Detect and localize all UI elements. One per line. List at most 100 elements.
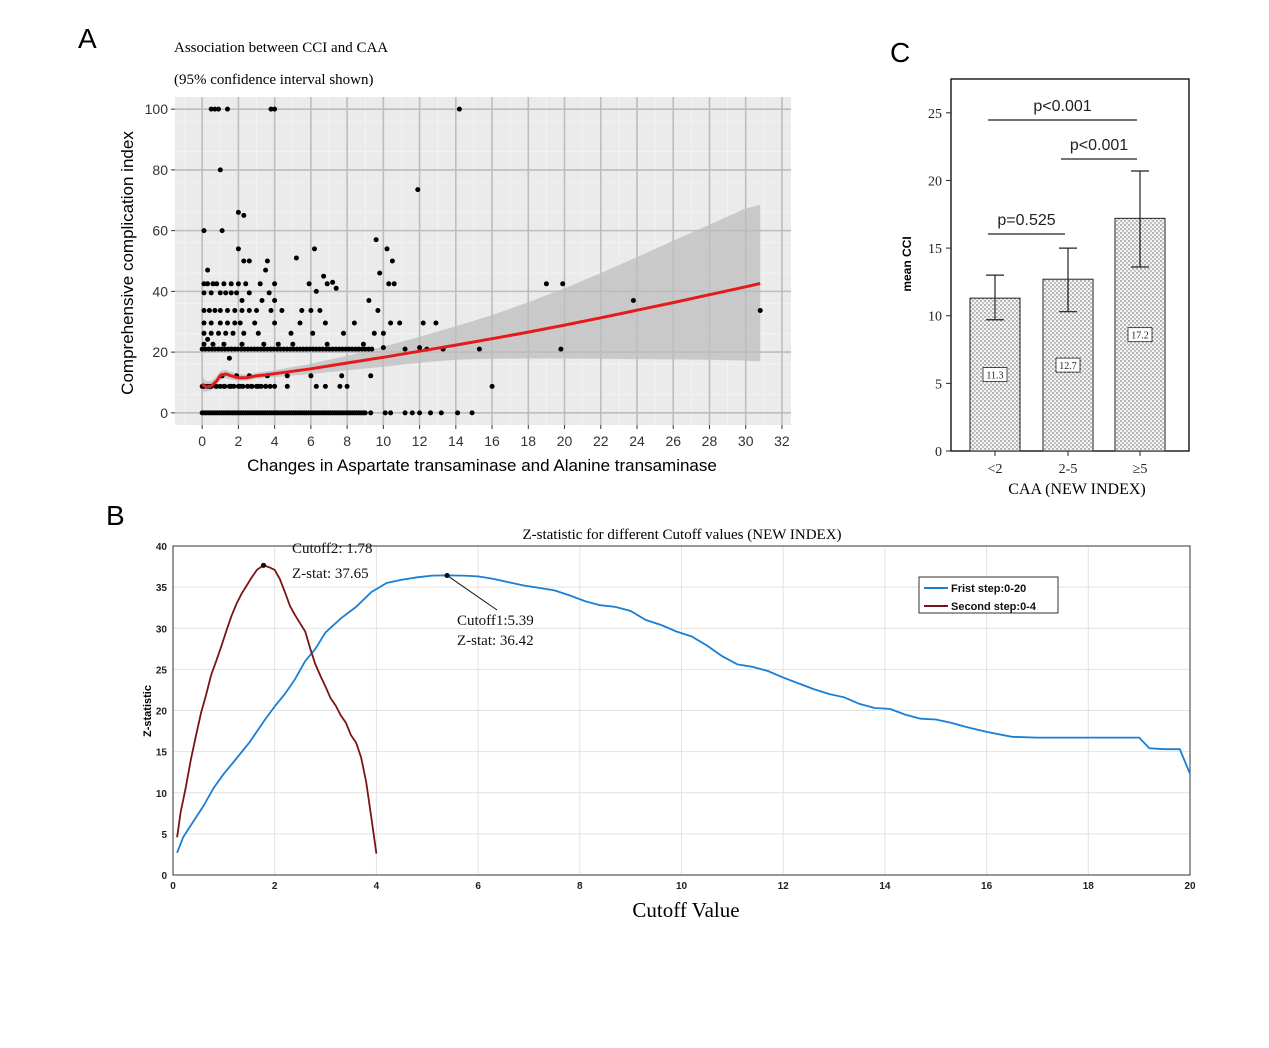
- panel-a-point: [246, 258, 252, 264]
- panel-a-point: [239, 298, 245, 303]
- panel-b-x-tick-label: 16: [981, 881, 993, 892]
- panel-a-point: [402, 410, 408, 416]
- panel-a-point: [259, 298, 265, 303]
- panel-a-point: [268, 308, 274, 313]
- panel-a-point: [261, 341, 267, 347]
- panel-a-point: [310, 330, 316, 336]
- panel-a-point: [272, 298, 278, 303]
- panel-b-annotation-label: Cutoff1:5.39: [457, 613, 534, 629]
- panel-a-point: [235, 209, 241, 215]
- panel-a-subtitle: (95% confidence interval shown): [174, 72, 374, 88]
- panel-b-x-tick-label: 0: [170, 881, 176, 892]
- panel-c-category-label: <2: [988, 462, 1003, 477]
- panel-c-axes: 0 5 10 15 20 25: [928, 107, 951, 460]
- panel-b-y-tick-label: 0: [161, 871, 167, 882]
- panel-a-point: [216, 330, 221, 336]
- panel-a-point: [201, 290, 207, 296]
- panel-b-x-tick-label: 10: [676, 881, 688, 892]
- panel-a-point: [246, 308, 252, 313]
- panel-a-point: [299, 308, 305, 313]
- panel-c-value-box: [1127, 327, 1153, 343]
- panel-a-point: [237, 320, 243, 326]
- panel-a-point: [368, 410, 374, 416]
- panel-a-point: [428, 410, 433, 416]
- panel-c-x-label: CAA (NEW INDEX): [1008, 481, 1145, 498]
- panel-a-point: [388, 320, 394, 326]
- panel-a-x-tick-label: 14: [448, 433, 464, 449]
- panel-a-point: [214, 281, 220, 287]
- panel-a-point: [322, 383, 328, 389]
- panel-a-point: [263, 267, 269, 273]
- panel-b-series-line: [176, 564, 378, 854]
- panel-a-point: [205, 336, 211, 342]
- panel-a-y-label: Comprehensive complication index: [118, 131, 137, 395]
- panel-a-x-tick-label: 18: [521, 433, 537, 449]
- panel-a-x-tick-label: 32: [774, 433, 790, 449]
- panel-c-p-value: p<0.001: [1033, 98, 1091, 115]
- panel-a-point: [433, 320, 439, 326]
- panel-b-y-tick-label: 10: [156, 789, 168, 800]
- panel-a-point: [630, 298, 636, 303]
- panel-a-point: [257, 281, 263, 287]
- panel-a-point: [208, 320, 214, 326]
- panel-a-point: [272, 106, 278, 112]
- panel-a-point: [201, 228, 207, 234]
- panel-a-point: [313, 288, 319, 294]
- panel-a-point: [235, 281, 241, 287]
- panel-a-point: [324, 281, 330, 287]
- panel-a-point: [371, 330, 377, 336]
- panel-b-series: [176, 564, 1191, 854]
- panel-a-point: [391, 281, 397, 287]
- panel-b-x-tick-label: 14: [879, 881, 891, 892]
- panel-a-y-tick-label: 0: [160, 405, 168, 421]
- panel-a-point: [284, 373, 290, 379]
- panel-a-point: [239, 341, 245, 347]
- panel-a-point: [225, 106, 230, 112]
- panel-a-point: [243, 281, 249, 287]
- panel-a-point: [206, 308, 212, 313]
- panel-a-point: [306, 281, 312, 287]
- panel-b-legend: Frist step:0-20 Second step:0-4: [918, 576, 1059, 614]
- panel-c-bars: 11.3 <2 12.7 2-5 17.2 ≥5: [969, 170, 1166, 477]
- panel-b-y-tick-label: 15: [156, 748, 168, 759]
- panel-a-point: [254, 308, 259, 313]
- panel-a-point: [212, 308, 218, 313]
- panel-a-point: [377, 270, 383, 276]
- panel-c-value-label: 11.3: [986, 371, 1003, 382]
- panel-a-point: [375, 308, 381, 313]
- panel-a-point: [221, 281, 227, 287]
- panel-b-x-tick-label: 8: [577, 881, 583, 892]
- panel-a-point: [321, 273, 327, 279]
- panel-a-point: [476, 346, 482, 352]
- panel-a-x-tick-label: 10: [376, 433, 392, 449]
- panel-letter-b: B: [106, 500, 125, 531]
- panel-a-point: [210, 281, 216, 287]
- panel-a-point: [232, 308, 238, 313]
- panel-c-value-label: 17.2: [1131, 331, 1149, 342]
- panel-a-fit-line: [201, 282, 761, 389]
- panel-a-point: [208, 106, 214, 112]
- panel-a-x-tick-label: 16: [484, 433, 500, 449]
- panel-a-y-tick-label: 40: [152, 283, 168, 299]
- panel-a-point: [223, 290, 229, 296]
- panel-letter-c: C: [890, 37, 910, 68]
- panel-a-x-label: Changes in Aspartate transaminase and Al…: [247, 456, 717, 475]
- panel-a-point: [221, 341, 227, 347]
- panel-c-category-label: ≥5: [1133, 462, 1148, 477]
- panel-a-point: [205, 267, 211, 273]
- panel-a-point: [245, 383, 250, 389]
- panel-a-x-tick-label: 12: [412, 433, 428, 449]
- panel-a-point: [330, 279, 336, 285]
- panel-b-x-tick-label: 12: [778, 881, 790, 892]
- panel-a-point: [362, 410, 368, 416]
- panel-b-annotation-label: Z-stat: 36.42: [457, 633, 534, 649]
- panel-a-point: [333, 285, 339, 291]
- panel-a-point: [228, 290, 234, 296]
- panel-b-annotation-label: Cutoff2: 1.78: [292, 541, 373, 557]
- panel-a-point: [255, 330, 261, 336]
- panel-a-point: [264, 258, 270, 264]
- panel-c-significance: p=0.525 p<0.001 p<0.001: [988, 98, 1137, 235]
- panel-a-point: [415, 187, 421, 193]
- panel-a-x-tick-label: 20: [557, 433, 573, 449]
